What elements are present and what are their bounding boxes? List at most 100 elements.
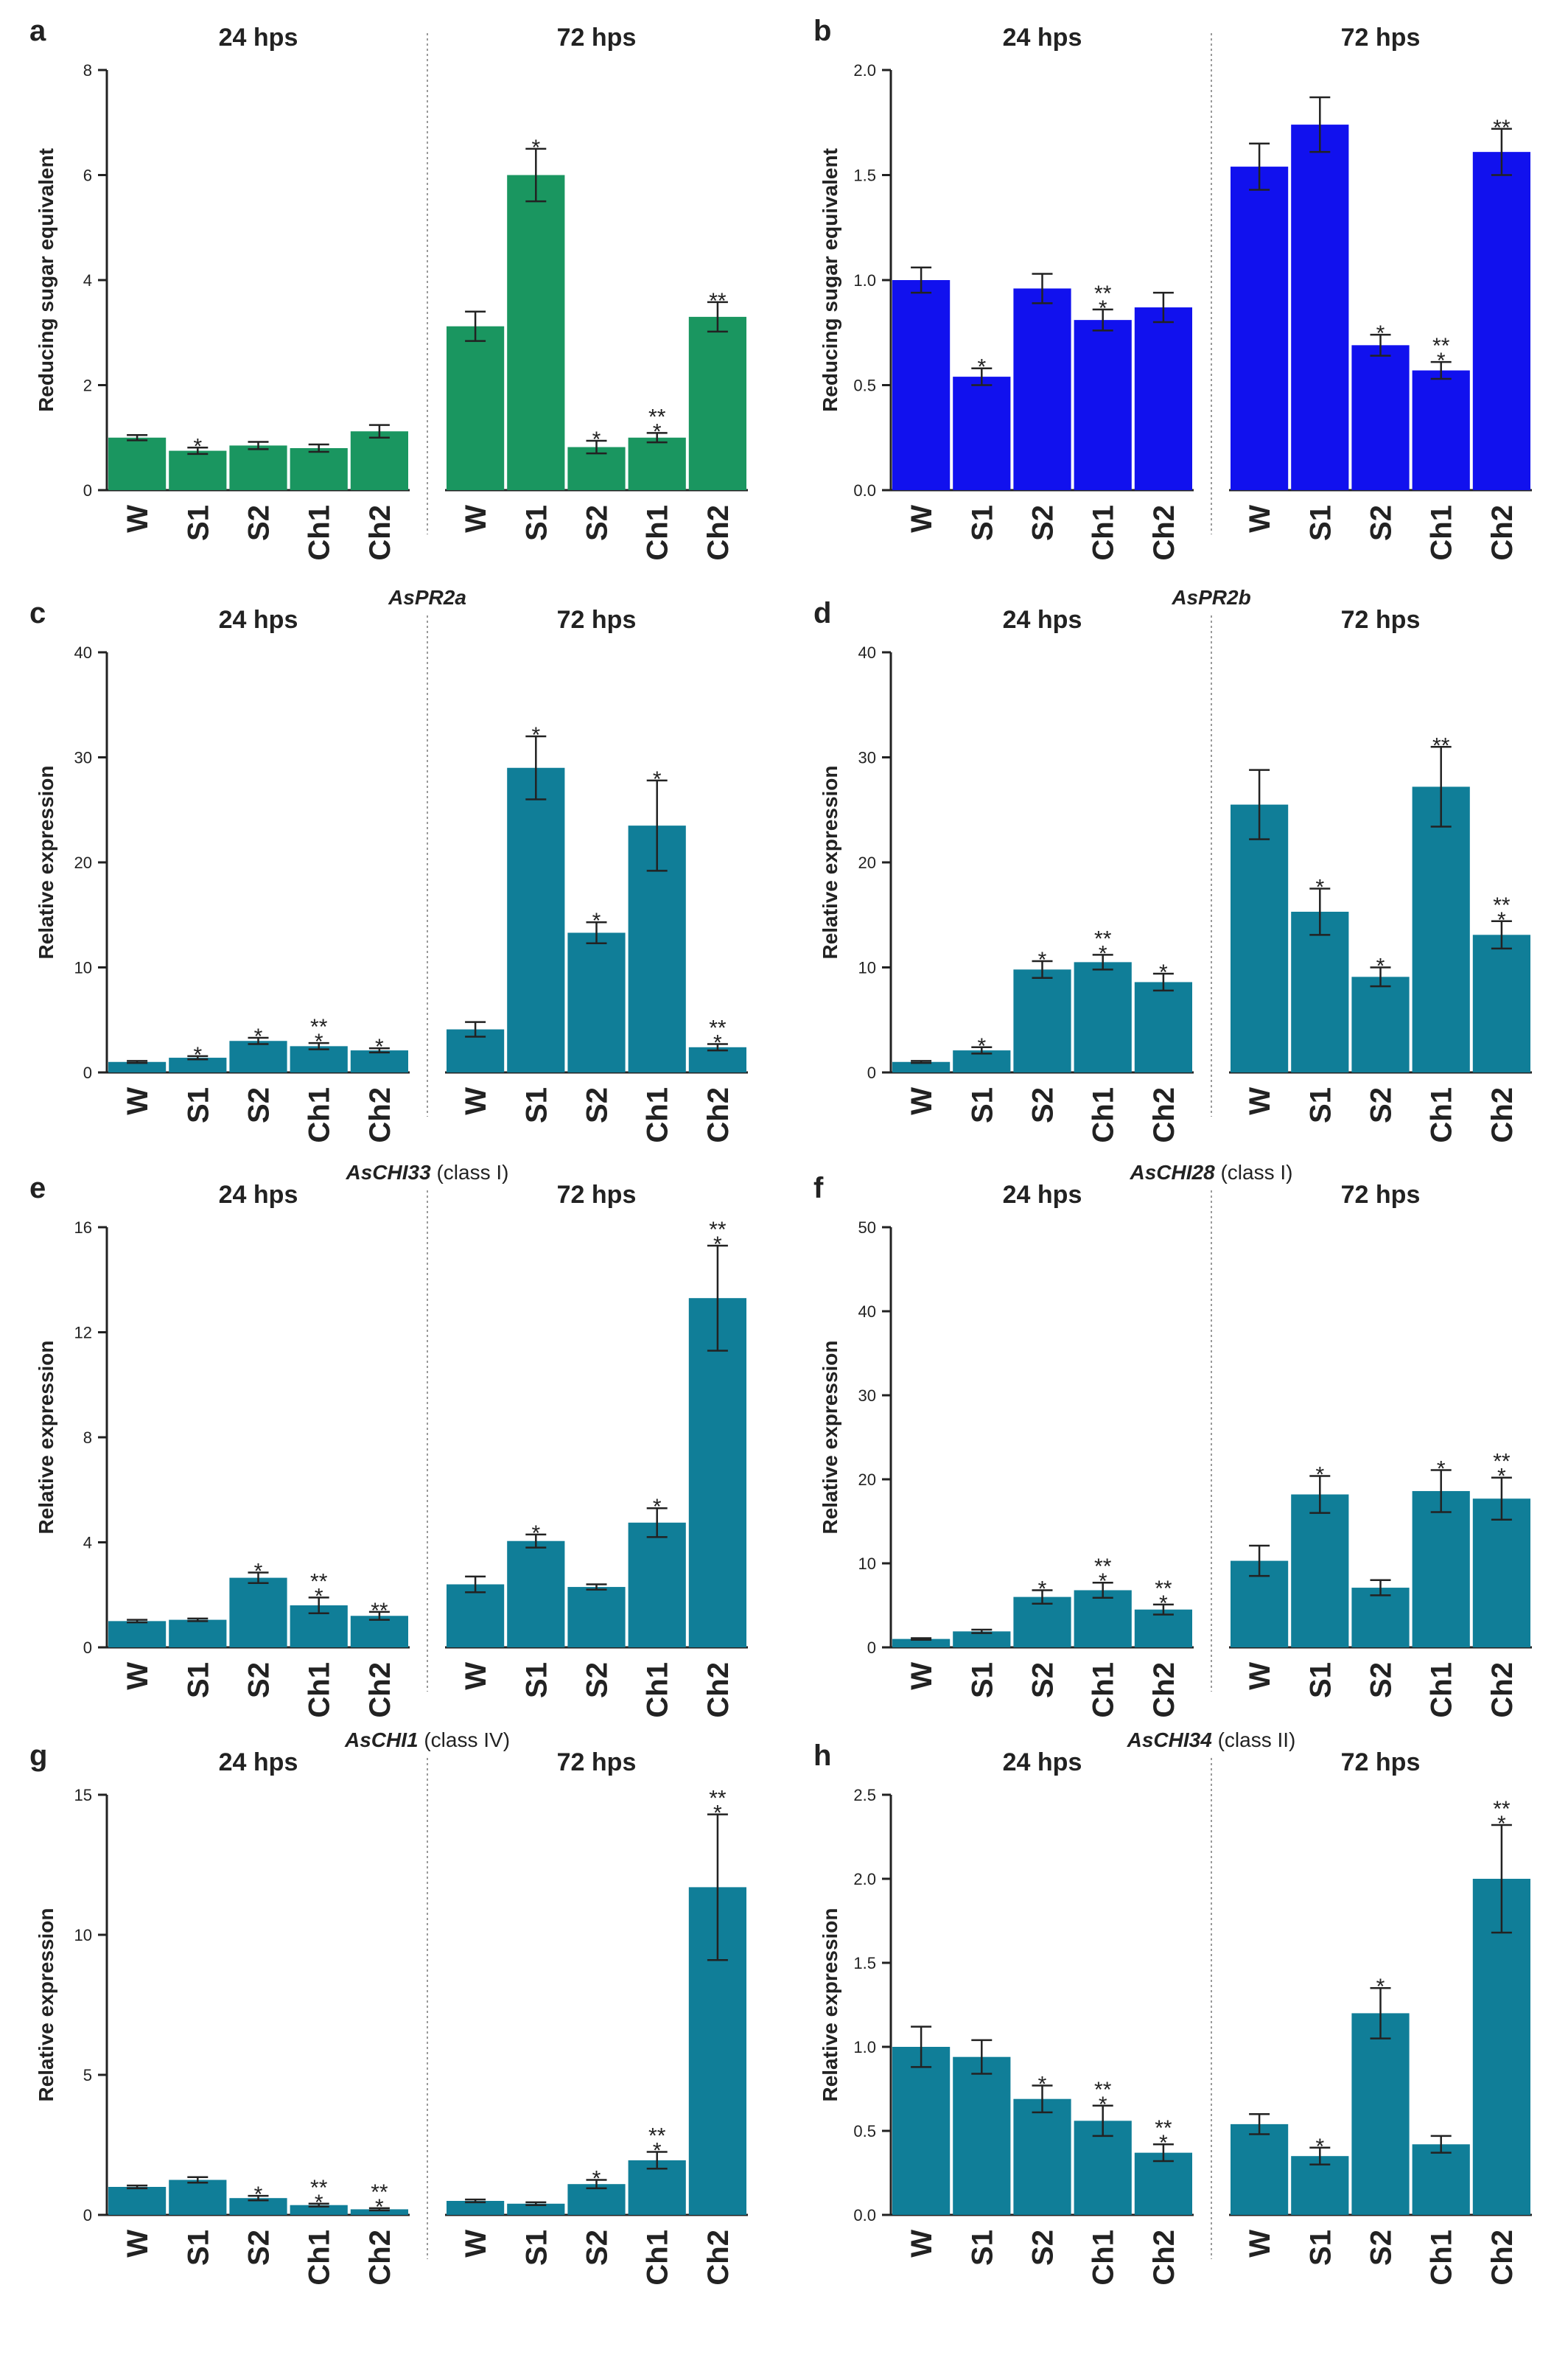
x-tick-label: Ch1	[642, 1662, 674, 1718]
y-axis-label: Relative expression	[819, 1908, 841, 2101]
significance-label: *	[977, 1034, 986, 1058]
x-tick-label: W	[906, 505, 938, 533]
y-tick-label: 6	[83, 167, 92, 185]
y-tick-label: 4	[83, 1534, 92, 1552]
x-tick-label: S2	[243, 2230, 276, 2266]
panel-letter: h	[813, 1739, 831, 1772]
significance-label: *	[977, 355, 986, 380]
significance-label: *	[1038, 2072, 1047, 2096]
y-tick-label: 1.0	[853, 2038, 876, 2056]
x-tick-label: S2	[243, 1087, 276, 1123]
y-tick-label: 40	[858, 643, 876, 662]
bar	[953, 1631, 1011, 1647]
significance-label: *	[653, 767, 662, 792]
error-bar	[248, 1571, 269, 1584]
y-tick-label: 10	[858, 1554, 876, 1573]
error-bar	[586, 1583, 607, 1591]
panel-h: h AsCHI34 (class II) 0.0 0.5 1.0 1.5 2.0 2.5 Rel…	[784, 1725, 1568, 2292]
significance-label: **	[1094, 926, 1112, 951]
error-bar	[707, 1043, 728, 1052]
x-tick-label: Ch2	[1486, 1662, 1519, 1718]
error-bar	[971, 367, 993, 386]
x-tick-label: Ch2	[702, 1087, 735, 1143]
chart-subtitle: (class II)	[1212, 1728, 1296, 1751]
y-tick-label: 2.0	[853, 1870, 876, 1888]
bar	[953, 377, 1011, 490]
x-tick-label: S2	[581, 2230, 614, 2266]
significance-label: *	[1315, 1462, 1324, 1487]
error-bar	[187, 1055, 209, 1061]
x-tick-label: W	[1244, 1087, 1276, 1115]
group-label: 72 hps	[1341, 1181, 1421, 1209]
significance-label: *	[531, 136, 540, 160]
significance-label: *	[592, 909, 601, 933]
error-bar	[1491, 128, 1512, 176]
bar	[290, 448, 348, 490]
chart-d: d AsPR2b 0 10 20 30 40 Relative expression 24 hp…	[813, 586, 1532, 1143]
y-tick-label: 30	[858, 749, 876, 767]
bar	[507, 767, 565, 1072]
y-tick-label: 20	[858, 854, 876, 872]
panel-c: c AsPR2a 0 10 20 30 40 Relative expression 24 hp…	[0, 582, 784, 1150]
bar	[108, 1061, 167, 1072]
error-bar	[368, 1611, 390, 1621]
error-bar	[1491, 920, 1512, 950]
bar	[1291, 911, 1349, 1072]
bar	[1472, 1498, 1530, 1647]
x-tick-label: W	[460, 1087, 492, 1115]
group-label: 72 hps	[1341, 606, 1421, 634]
bar	[1412, 370, 1470, 490]
bar	[892, 2047, 951, 2215]
x-tick-label: Ch2	[364, 1087, 396, 1143]
significance-label: **	[709, 1218, 727, 1242]
chart-subtitle: (class IV)	[419, 1728, 510, 1751]
y-axis-label: Reducing sugar equivalent	[819, 148, 841, 412]
significance-label: **	[1493, 893, 1511, 918]
error-bar	[1092, 308, 1113, 332]
x-tick-label: S2	[1027, 505, 1060, 541]
error-bar	[368, 1047, 390, 1054]
panel-b: b 0.0 0.5 1.0 1.5 2.0 Reducing sugar equivalen…	[784, 0, 1568, 568]
error-bar	[971, 1628, 993, 1634]
significance-label: *	[1315, 876, 1324, 900]
significance-label: *	[315, 1584, 323, 1608]
x-tick-label: S1	[182, 2230, 214, 2266]
x-tick-label: Ch1	[1088, 1087, 1120, 1143]
error-bar	[1430, 1469, 1452, 1513]
x-tick-label: Ch2	[1148, 505, 1180, 561]
error-bar	[248, 441, 269, 450]
error-bar	[465, 1575, 486, 1594]
error-bar	[1032, 2084, 1053, 2114]
significance-label: *	[1099, 941, 1107, 966]
error-bar	[127, 433, 148, 442]
x-tick-label: W	[460, 1662, 492, 1690]
x-tick-label: S1	[966, 505, 998, 541]
group-label: 72 hps	[557, 1748, 637, 1776]
error-bar	[646, 1507, 668, 1538]
bar	[1351, 2013, 1410, 2215]
error-bar	[1430, 2135, 1452, 2154]
bar	[628, 437, 686, 490]
significance-label: *	[713, 1031, 722, 1055]
error-bar	[525, 2201, 547, 2206]
x-tick-label: W	[1244, 2230, 1276, 2258]
significance-label: *	[1099, 2093, 1107, 2117]
x-tick-label: W	[122, 2230, 154, 2258]
significance-label: *	[1159, 2131, 1168, 2155]
significance-label: *	[1315, 2135, 1324, 2159]
error-bar	[707, 1244, 728, 1352]
y-tick-label: 1.5	[853, 167, 876, 185]
error-bar	[911, 266, 932, 294]
bar	[350, 431, 408, 490]
x-tick-label: W	[1244, 505, 1276, 533]
y-tick-label: 0.5	[853, 2122, 876, 2140]
bar	[1472, 152, 1530, 490]
x-tick-label: S2	[581, 505, 614, 541]
bar	[688, 1298, 746, 1647]
chart-f: f AsCHI28 (class I) 0 10 20 30 40 50 Relative ex…	[813, 1161, 1532, 1718]
error-bar	[586, 2179, 607, 2190]
bar	[953, 2056, 1011, 2215]
significance-label: *	[1376, 1975, 1385, 1999]
error-bar	[1370, 1579, 1391, 1596]
y-tick-label: 0.0	[853, 481, 876, 500]
